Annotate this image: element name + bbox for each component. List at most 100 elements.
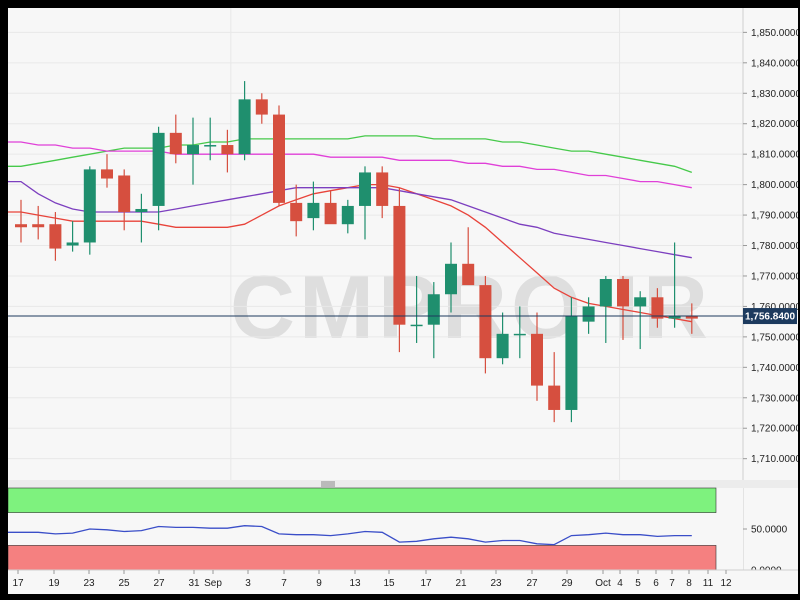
candle-body [221, 145, 234, 155]
candle-body [238, 99, 251, 155]
candle-body [548, 385, 561, 410]
x-tick-label: 19 [48, 578, 60, 589]
x-tick-label: 25 [118, 578, 130, 589]
candle [307, 181, 320, 231]
candle-body [255, 99, 268, 115]
candle-body [83, 169, 96, 243]
x-tick-label: 7 [281, 578, 287, 589]
candle [187, 117, 199, 185]
candle [634, 291, 647, 350]
candle [685, 303, 698, 334]
y-tick-label: 1,750.0000 [751, 332, 798, 343]
candle-body [410, 324, 423, 327]
x-tick-label: 8 [686, 578, 692, 589]
oscillator-line [8, 525, 692, 546]
y-tick-label: 1,770.0000 [751, 271, 798, 282]
candle-body [118, 175, 131, 213]
candle [101, 154, 113, 188]
candle [376, 166, 389, 219]
candle-body [513, 333, 526, 336]
candle [238, 81, 251, 161]
y-tick-label: 1,830.0000 [751, 89, 798, 100]
candle [204, 117, 217, 161]
candle-body [479, 285, 492, 359]
candle-body [204, 145, 217, 147]
main-y-axis: 1,710.0000 1,720.0000 1,730.0000 1,740.0000… [742, 8, 800, 594]
x-tick-label: 5 [635, 578, 641, 589]
chart-svg: CMPRO IR 1,710.00001,720.00001,730.00001… [7, 8, 800, 594]
candle-body [187, 145, 199, 155]
chart-panel: CMPRO IR 1,710.0000 1,720.0000 1,730.0000 1… [7, 8, 800, 594]
candle-body [445, 263, 457, 295]
candle-body [427, 294, 440, 325]
x-tick-label: 23 [83, 578, 95, 589]
x-axis-area [8, 570, 798, 594]
candle [462, 227, 475, 286]
x-tick-label: 31 [188, 578, 200, 589]
candle-body [582, 306, 595, 322]
candle [255, 93, 268, 124]
candle-body [496, 333, 509, 359]
x-tick-label: 4 [617, 578, 623, 589]
candle [479, 275, 492, 374]
candle-body [531, 333, 543, 386]
current-price-tag [743, 308, 797, 325]
candle-body [273, 114, 285, 203]
candle-body [66, 242, 79, 246]
candle [290, 184, 303, 237]
candle [118, 169, 131, 231]
resize-grip-icon[interactable] [320, 480, 336, 488]
x-tick-label: 27 [153, 578, 165, 589]
candle [66, 221, 79, 252]
candle [152, 126, 165, 231]
candle-body [393, 205, 406, 325]
panel-divider [8, 480, 798, 488]
candle [341, 199, 354, 234]
x-tick-label: 12 [720, 578, 732, 589]
candle [617, 275, 629, 340]
candle-body [668, 315, 681, 319]
candle [169, 114, 182, 164]
candles [15, 81, 698, 423]
candle [15, 199, 27, 243]
candle-body [290, 202, 303, 222]
x-tick-label: 21 [455, 578, 467, 589]
candle [599, 275, 612, 343]
candle-body [152, 132, 165, 206]
x-tick-label: 7 [669, 578, 675, 589]
candle-body [307, 202, 320, 219]
y-tick-label: 1,850.0000 [751, 28, 798, 39]
y-tick-label: 1,800.0000 [751, 180, 798, 191]
y-tick-label: 1,760.0000 [751, 302, 798, 313]
y-tick-label: 1,740.0000 [751, 363, 798, 374]
candle-body [376, 172, 389, 206]
candle-body [617, 279, 629, 307]
candle [513, 306, 526, 359]
candle-body [599, 279, 612, 307]
candle-body [101, 169, 113, 179]
candle-body [135, 208, 148, 213]
candle-body [169, 132, 182, 155]
overbought-band [7, 487, 717, 513]
candle-body [565, 315, 578, 410]
y-tick-label: 1,810.0000 [751, 150, 798, 161]
candle-body [324, 202, 337, 225]
x-tick-label: 6 [653, 578, 659, 589]
x-tick-label: Oct [595, 578, 611, 589]
candle [273, 105, 285, 206]
candle [445, 242, 457, 313]
y-tick-label: 1,790.0000 [751, 211, 798, 222]
x-tick-label: 17 [12, 578, 24, 589]
candle [548, 352, 561, 423]
candle [410, 275, 423, 343]
x-tick-label: 15 [383, 578, 395, 589]
y-tick-label: 1,730.0000 [751, 393, 798, 404]
candle-body [462, 263, 475, 286]
candle [565, 297, 578, 423]
oversold-band [7, 545, 717, 571]
x-tick-label: Sep [204, 578, 222, 589]
candle [221, 129, 234, 173]
moving-average-line [8, 135, 693, 174]
y-tick-label: 1,720.0000 [751, 424, 798, 435]
